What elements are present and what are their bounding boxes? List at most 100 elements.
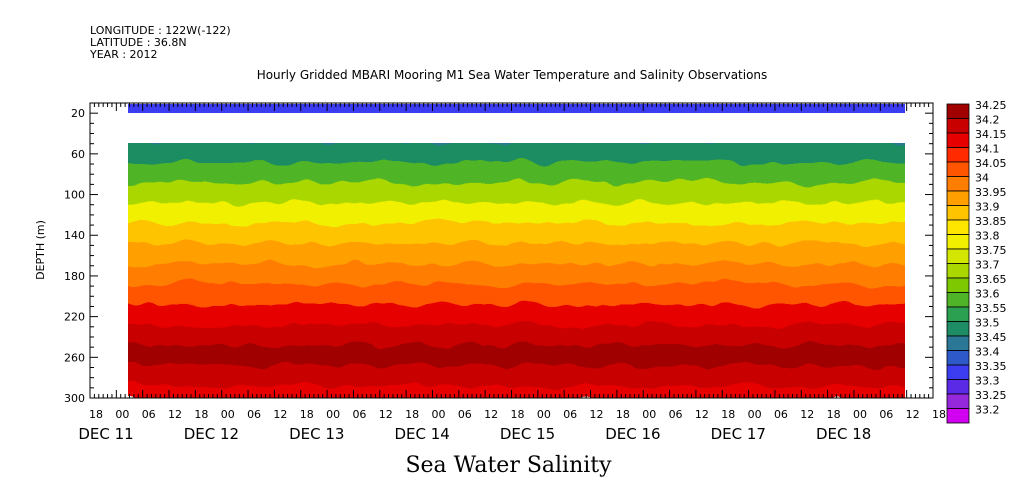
x-tick-label: 06 bbox=[563, 408, 577, 421]
latitude-label: LATITUDE : 36.8N bbox=[90, 36, 187, 49]
y-tick-label: 20 bbox=[71, 107, 85, 120]
x-tick-label: 12 bbox=[800, 408, 814, 421]
colorbar-label: 33.9 bbox=[975, 201, 1000, 214]
colorbar-swatch bbox=[946, 350, 970, 366]
y-tick-label: 140 bbox=[64, 229, 85, 242]
x-date-label: DEC 17 bbox=[711, 425, 766, 443]
x-tick-label: 06 bbox=[247, 408, 261, 421]
x-tick-label: 00 bbox=[748, 408, 762, 421]
x-tick-label: 00 bbox=[221, 408, 235, 421]
colorbar-swatch bbox=[946, 219, 970, 235]
colorbar-label: 33.6 bbox=[975, 288, 1000, 301]
x-tick-label: 18 bbox=[89, 408, 103, 421]
y-tick-label: 180 bbox=[64, 270, 85, 283]
x-tick-label: 00 bbox=[537, 408, 551, 421]
x-tick-label: 18 bbox=[932, 408, 946, 421]
depth-band bbox=[128, 304, 905, 329]
x-axis: 18 00 06 12 18 00 06 12 18 00 06 12 18 00 06 12 18 00 06 12… bbox=[78, 103, 946, 443]
colorbar-swatch bbox=[946, 277, 970, 293]
x-tick-label: 18 bbox=[511, 408, 525, 421]
chart-title: Hourly Gridded MBARI Mooring M1 Sea Wate… bbox=[256, 68, 768, 82]
x-tick-label: 00 bbox=[853, 408, 867, 421]
colorbar-label: 33.8 bbox=[975, 230, 1000, 243]
colorbar-swatch bbox=[946, 408, 970, 424]
x-tick-label: 12 bbox=[168, 408, 182, 421]
colorbar-swatch bbox=[946, 118, 970, 134]
colorbar-swatch bbox=[946, 176, 970, 192]
salinity-field bbox=[128, 143, 905, 398]
colorbar-label: 33.85 bbox=[975, 215, 1007, 228]
colorbar-label: 33.65 bbox=[975, 273, 1007, 286]
colorbar-label: 34.15 bbox=[975, 128, 1007, 141]
colorbar-swatch bbox=[946, 335, 970, 351]
x-tick-label: 06 bbox=[142, 408, 156, 421]
depth-band bbox=[128, 263, 905, 289]
colorbar-label: 34.2 bbox=[975, 114, 1000, 127]
colorbar-swatch bbox=[946, 321, 970, 337]
colorbar-label: 33.75 bbox=[975, 244, 1007, 257]
depth-band bbox=[128, 162, 905, 187]
y-tick-label: 100 bbox=[64, 189, 85, 202]
x-tick-label: 12 bbox=[695, 408, 709, 421]
colorbar-label: 33.55 bbox=[975, 302, 1007, 315]
x-tick-label: 18 bbox=[405, 408, 419, 421]
colorbar-label: 33.7 bbox=[975, 259, 1000, 272]
x-tick-label: 00 bbox=[642, 408, 656, 421]
colorbar-label: 34.1 bbox=[975, 143, 1000, 156]
colorbar-label: 33.5 bbox=[975, 317, 1000, 330]
x-tick-label: 06 bbox=[669, 408, 683, 421]
colorbar-swatch bbox=[946, 248, 970, 264]
colorbar-swatch bbox=[946, 364, 970, 380]
longitude-label: LONGITUDE : 122W(-122) bbox=[90, 24, 231, 37]
x-tick-label: 18 bbox=[721, 408, 735, 421]
x-date-label: DEC 13 bbox=[289, 425, 344, 443]
x-axis-title: Sea Water Salinity bbox=[405, 453, 612, 478]
x-date-label: DEC 12 bbox=[184, 425, 239, 443]
x-tick-label: 06 bbox=[774, 408, 788, 421]
colorbar-label: 33.35 bbox=[975, 360, 1007, 373]
colorbar-swatch bbox=[946, 190, 970, 206]
x-tick-label: 00 bbox=[431, 408, 445, 421]
x-date-label: DEC 11 bbox=[78, 425, 133, 443]
x-date-label: DEC 14 bbox=[394, 425, 449, 443]
depth-band bbox=[128, 143, 905, 167]
colorbar-swatch bbox=[946, 393, 970, 409]
surface-band bbox=[128, 104, 905, 113]
colorbar-swatch bbox=[946, 103, 970, 119]
year-label: YEAR : 2012 bbox=[90, 48, 158, 61]
colorbar-label: 33.4 bbox=[975, 346, 1000, 359]
depth-band bbox=[128, 223, 905, 248]
x-tick-label: 12 bbox=[590, 408, 604, 421]
depth-band bbox=[128, 202, 905, 228]
x-tick-label: 00 bbox=[115, 408, 129, 421]
depth-band bbox=[128, 345, 905, 370]
y-tick-label: 260 bbox=[64, 351, 85, 364]
colorbar-swatch bbox=[946, 292, 970, 308]
depth-band bbox=[128, 284, 905, 309]
x-tick-label: 18 bbox=[194, 408, 208, 421]
colorbar-swatch bbox=[946, 379, 970, 395]
depth-band bbox=[128, 243, 905, 268]
x-tick-label: 12 bbox=[484, 408, 498, 421]
x-date-label: DEC 18 bbox=[816, 425, 871, 443]
x-tick-label: 12 bbox=[379, 408, 393, 421]
depth-band bbox=[128, 143, 905, 146]
depth-band bbox=[128, 324, 905, 350]
colorbar-label: 34 bbox=[975, 172, 989, 185]
colorbar-swatch bbox=[946, 234, 970, 250]
y-tick-label: 220 bbox=[64, 311, 85, 324]
colorbar-swatch bbox=[946, 132, 970, 148]
x-tick-label: 12 bbox=[906, 408, 920, 421]
colorbar-label: 33.2 bbox=[975, 404, 1000, 417]
x-tick-label: 06 bbox=[352, 408, 366, 421]
x-tick-label: 00 bbox=[326, 408, 340, 421]
colorbar-swatch bbox=[946, 205, 970, 221]
colorbar-swatch bbox=[946, 263, 970, 279]
x-date-label: DEC 15 bbox=[500, 425, 555, 443]
colorbar-label: 33.25 bbox=[975, 389, 1007, 402]
colorbar-label: 34.25 bbox=[975, 99, 1007, 112]
y-tick-label: 60 bbox=[71, 148, 85, 161]
x-tick-label: 06 bbox=[458, 408, 472, 421]
x-tick-label: 18 bbox=[300, 408, 314, 421]
